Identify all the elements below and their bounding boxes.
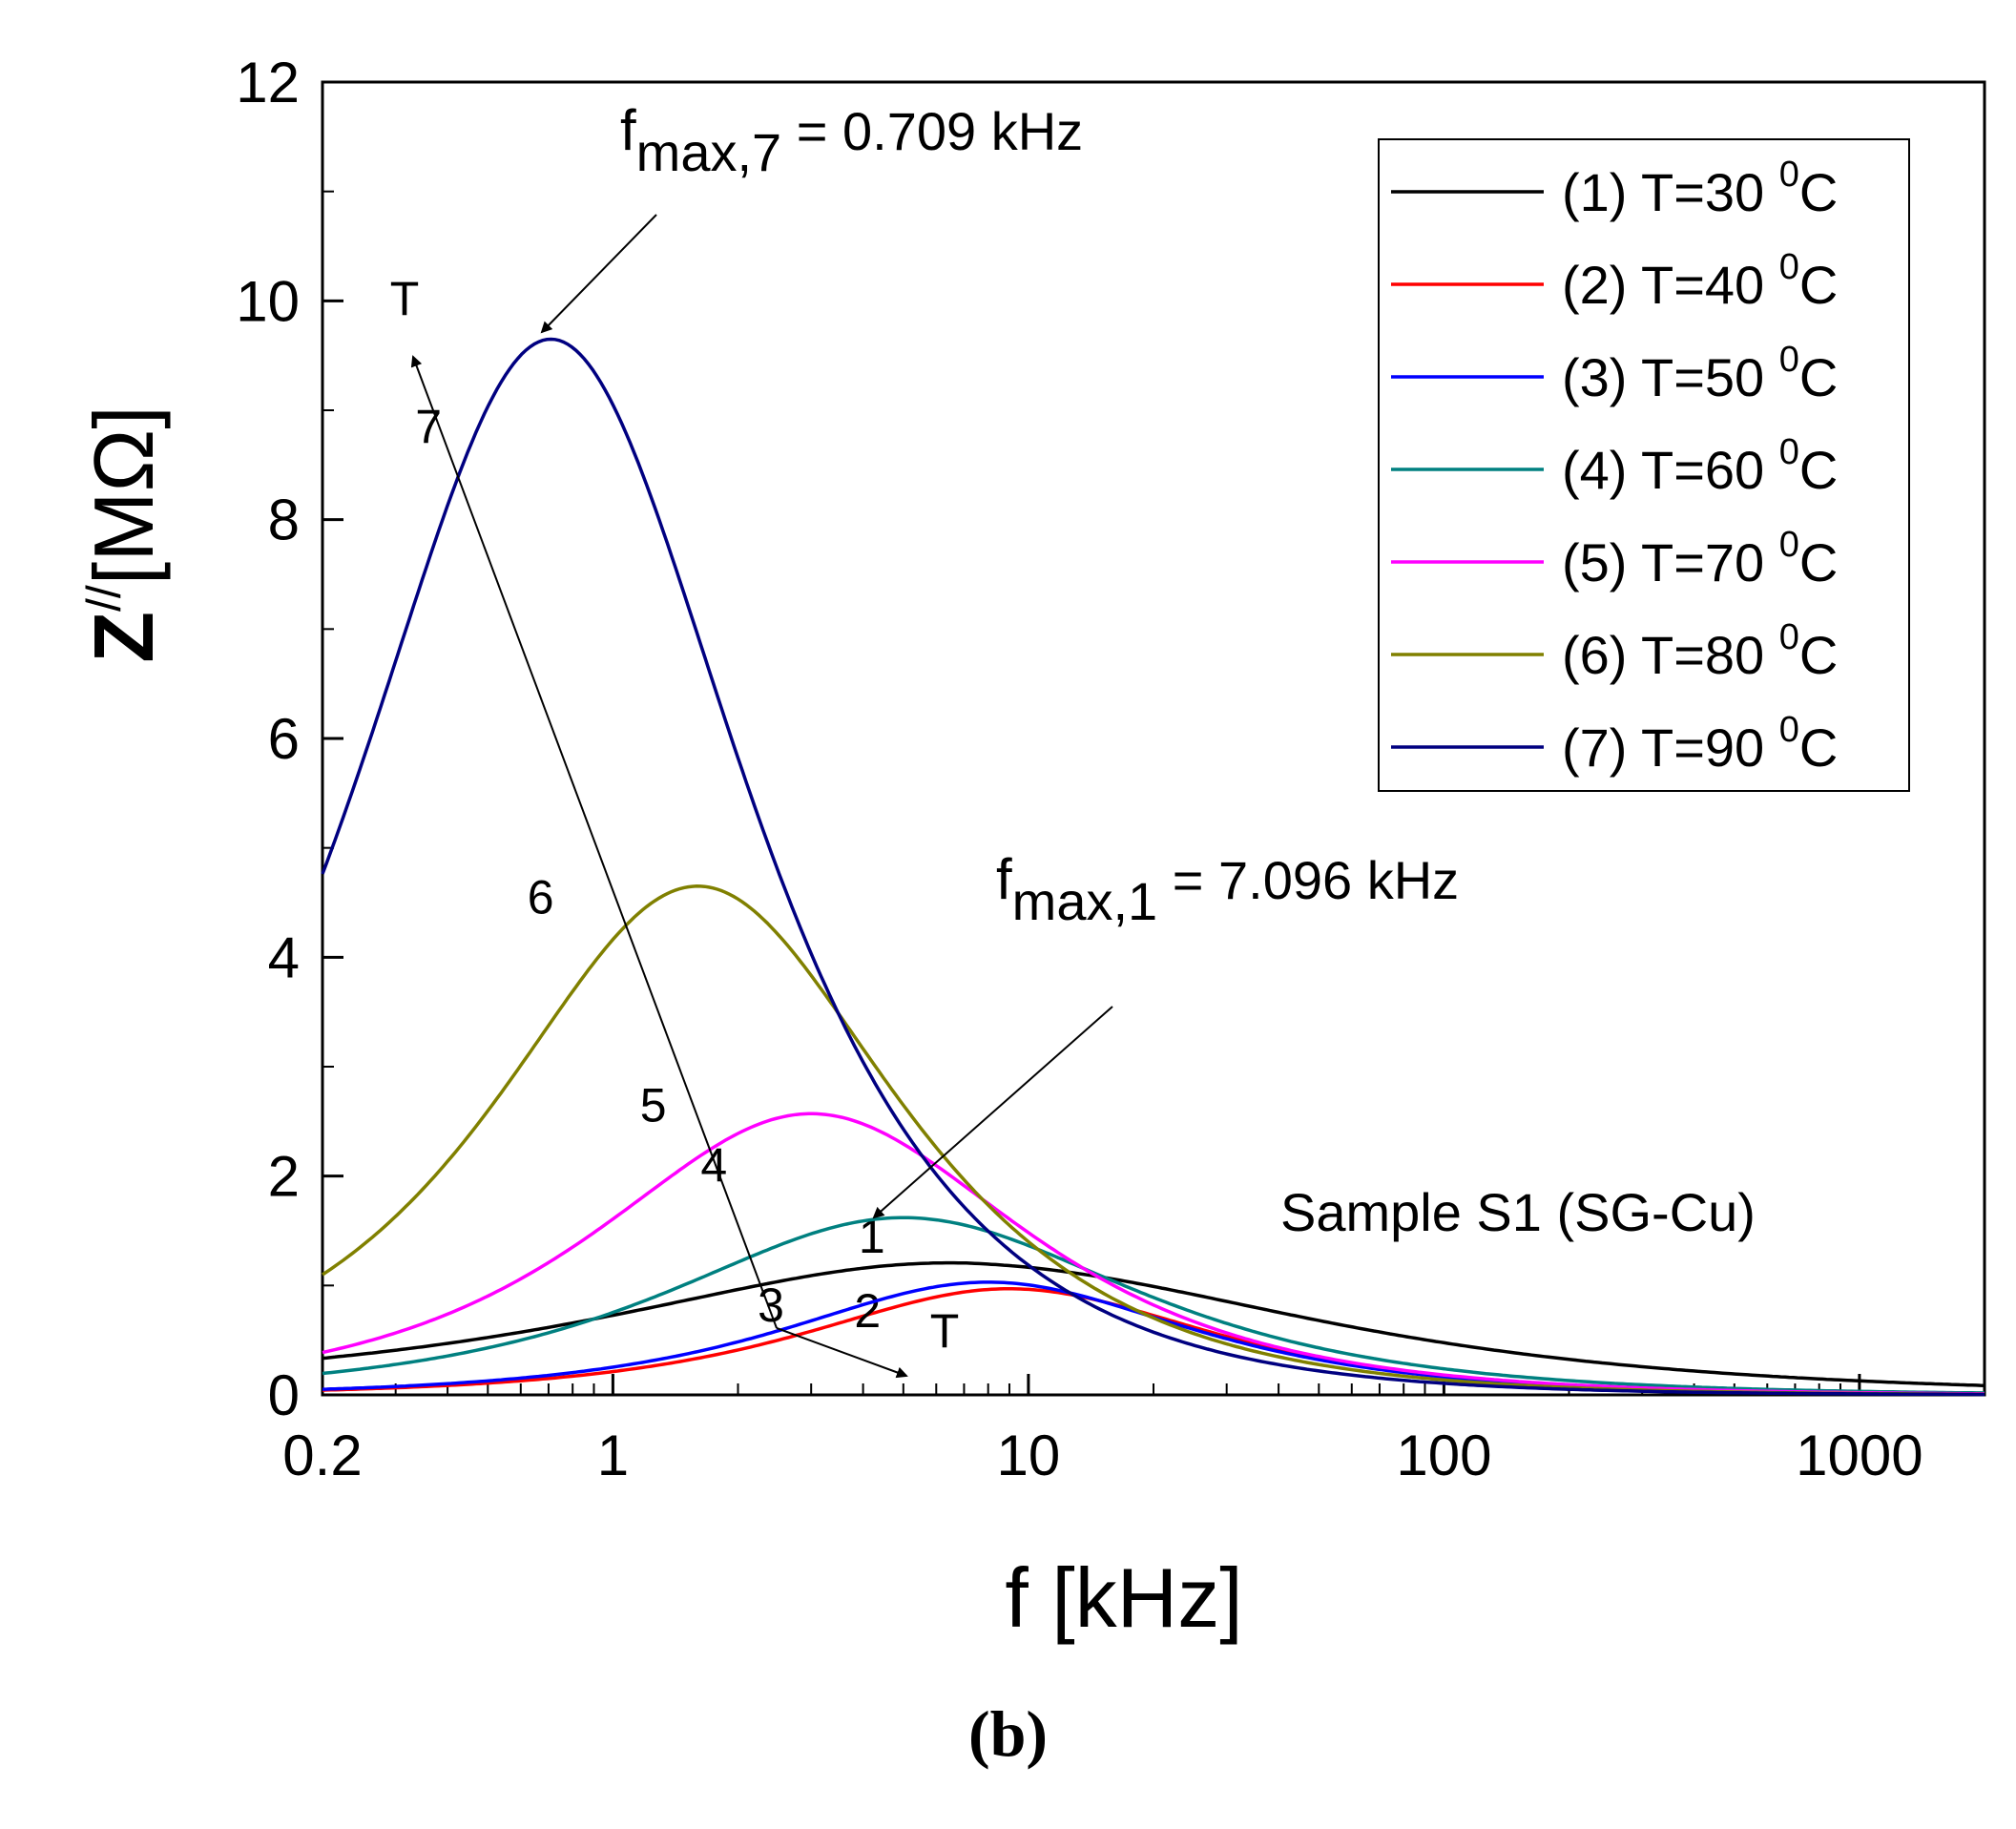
curve-label-6: 6 <box>528 870 554 924</box>
y-tick-label: 12 <box>236 51 300 114</box>
svg-text:fmax,7 = 0.709 kHz: fmax,7 = 0.709 kHz <box>620 98 1083 182</box>
panel-label: (b) <box>967 1697 1049 1770</box>
y-axis-title-unit: [MΩ] <box>76 405 171 585</box>
fmax7-main: f <box>620 98 636 162</box>
y-tick-label: 8 <box>268 488 300 552</box>
fmax7-rest: = 0.709 kHz <box>781 101 1083 161</box>
y-tick-label: 6 <box>268 707 300 771</box>
y-tick-label: 2 <box>268 1145 300 1209</box>
y-tick-label: 10 <box>236 269 300 333</box>
fmax7-sub: max,7 <box>636 122 782 182</box>
x-tick-label: 0.2 <box>282 1424 362 1487</box>
x-tick-label: 10 <box>997 1424 1061 1487</box>
legend-label-2: (2) T=40 0C <box>1562 247 1838 315</box>
fmax1-arrow <box>872 1006 1113 1219</box>
trend-label-bottom: T <box>930 1304 960 1358</box>
x-tick-label: 1 <box>597 1424 629 1487</box>
legend-label-6: (6) T=80 0C <box>1562 617 1838 685</box>
series-line-6 <box>322 884 1985 1397</box>
curve-label-2: 2 <box>854 1284 881 1338</box>
trend-arrow-up <box>410 355 778 1329</box>
axis-ticks: 0 2 4 6 8 10 12 0.2 1 10 100 1000 <box>236 51 1985 1487</box>
y-axis-title-main: Z <box>76 612 171 663</box>
legend-label-5: (5) T=70 0C <box>1562 525 1838 592</box>
y-tick-label: 4 <box>268 925 300 989</box>
fmax1-rest: = 7.096 kHz <box>1157 850 1459 910</box>
legend-box <box>1378 138 1910 792</box>
svg-text:fmax,1 = 7.096 kHz: fmax,1 = 7.096 kHz <box>996 847 1459 931</box>
curve-label-7: 7 <box>415 400 442 453</box>
x-tick-label: 1000 <box>1796 1424 1922 1487</box>
legend-label-7: (7) T=90 0C <box>1562 710 1838 778</box>
annotation-fmax1: fmax,1 = 7.096 kHz <box>872 847 1459 1219</box>
fmax1-sub: max,1 <box>1012 871 1158 931</box>
svg-text:Z//[MΩ]: Z//[MΩ] <box>76 405 171 663</box>
legend: (1) T=30 0C (2) T=40 0C (3) T=50 0C (4) T=6… <box>1378 138 1910 792</box>
curve-label-5: 5 <box>640 1078 667 1132</box>
legend-label-3: (3) T=50 0C <box>1562 340 1838 407</box>
legend-label-4: (4) T=60 0C <box>1562 432 1838 500</box>
series-line-1 <box>322 1260 1985 1387</box>
x-axis-title: f [kHz] <box>1005 1550 1242 1645</box>
series-line-5 <box>322 1112 1985 1396</box>
x-tick-label: 100 <box>1396 1424 1491 1487</box>
fmax7-arrow <box>540 214 657 334</box>
y-axis-title: Z//[MΩ] <box>76 405 171 663</box>
annotation-fmax7: fmax,7 = 0.709 kHz <box>540 98 1083 334</box>
y-axis-title-sup: // <box>77 585 131 612</box>
series-line-7 <box>321 337 1985 1397</box>
fmax1-main: f <box>996 847 1012 911</box>
trend-label-top: T <box>390 272 420 325</box>
y-tick-label: 0 <box>268 1363 300 1427</box>
sample-label: Sample S1 (SG-Cu) <box>1280 1182 1756 1242</box>
series-line-4 <box>322 1216 1985 1395</box>
trend-arrow-down <box>776 1327 908 1379</box>
legend-label-1: (1) T=30 0C <box>1562 155 1838 222</box>
temperature-trend-arrow: T T <box>390 272 960 1379</box>
